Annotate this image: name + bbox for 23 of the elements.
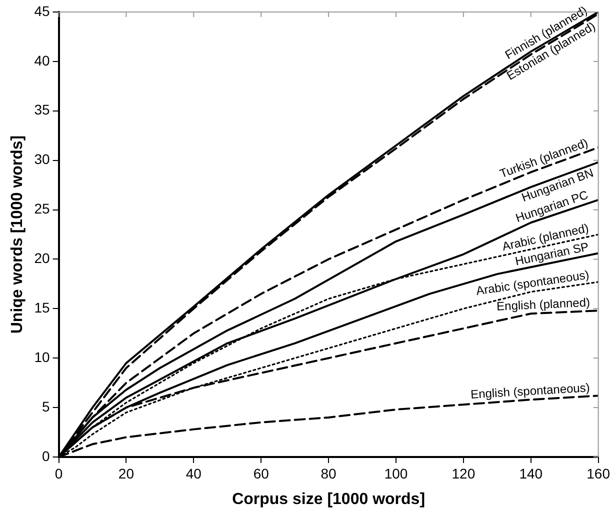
y-tick-label: 10 bbox=[34, 348, 50, 365]
y-axis-title: Uniqe words [1000 words] bbox=[9, 135, 26, 334]
y-tick-label: 45 bbox=[34, 2, 50, 19]
x-tick-label: 160 bbox=[586, 465, 610, 482]
x-tick-label: 100 bbox=[384, 465, 408, 482]
x-tick-label: 20 bbox=[118, 465, 134, 482]
x-tick-label: 60 bbox=[253, 465, 270, 482]
y-tick-label: 5 bbox=[42, 398, 50, 414]
x-tick-label: 120 bbox=[452, 465, 476, 482]
y-tick-label: 25 bbox=[34, 200, 50, 217]
y-tick-label: 0 bbox=[42, 448, 50, 464]
y-tick-label: 20 bbox=[34, 250, 50, 266]
x-tick-label: 0 bbox=[54, 465, 63, 482]
x-tick-label: 80 bbox=[320, 465, 337, 482]
y-tick-label: 15 bbox=[34, 300, 50, 316]
x-tick-label: 140 bbox=[519, 465, 543, 482]
series-label: English (spontaneous) bbox=[470, 380, 590, 402]
y-tick-label: 40 bbox=[34, 52, 50, 68]
x-tick-label: 40 bbox=[186, 465, 202, 482]
y-tick-label: 30 bbox=[34, 151, 50, 168]
x-axis-title: Corpus size [1000 words] bbox=[232, 490, 426, 508]
y-tick-label: 35 bbox=[34, 102, 50, 118]
series-label: English (planned) bbox=[496, 295, 590, 314]
